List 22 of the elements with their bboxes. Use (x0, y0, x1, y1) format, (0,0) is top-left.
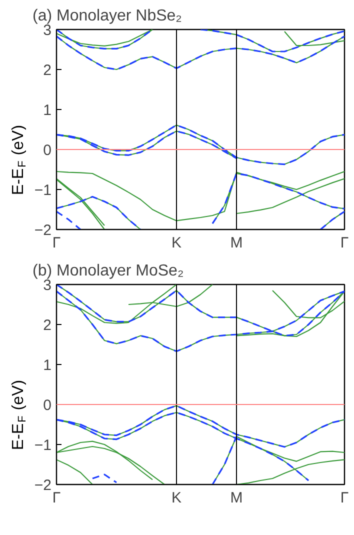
x-tick-label: Γ (340, 234, 349, 252)
y-tick-label: −1 (34, 182, 52, 199)
y-tick-label: 0 (43, 397, 52, 414)
chart-title: (a) Monolayer NbSe₂ (32, 8, 182, 24)
y-tick-label: −2 (34, 222, 52, 239)
x-tick-label: Γ (52, 490, 61, 506)
x-tick-label: K (172, 234, 182, 252)
chart-title: (b) Monolayer MoSe₂ (32, 262, 184, 280)
y-tick-label: 0 (43, 142, 52, 159)
x-tick-label: M (230, 490, 243, 506)
x-tick-label: Γ (340, 490, 349, 506)
y-tick-label: 1 (43, 102, 52, 119)
y-axis-title: E-EF (eV) (10, 124, 28, 196)
y-tick-label: −1 (34, 437, 52, 454)
x-tick-label: M (230, 234, 243, 252)
y-axis-title: E-EF (eV) (10, 380, 28, 450)
y-tick-label: 2 (43, 62, 52, 79)
x-tick-label: Γ (52, 234, 61, 252)
y-tick-label: 1 (43, 357, 52, 374)
x-tick-label: K (172, 490, 182, 506)
y-tick-label: 2 (43, 317, 52, 334)
y-tick-label: −2 (34, 477, 52, 494)
